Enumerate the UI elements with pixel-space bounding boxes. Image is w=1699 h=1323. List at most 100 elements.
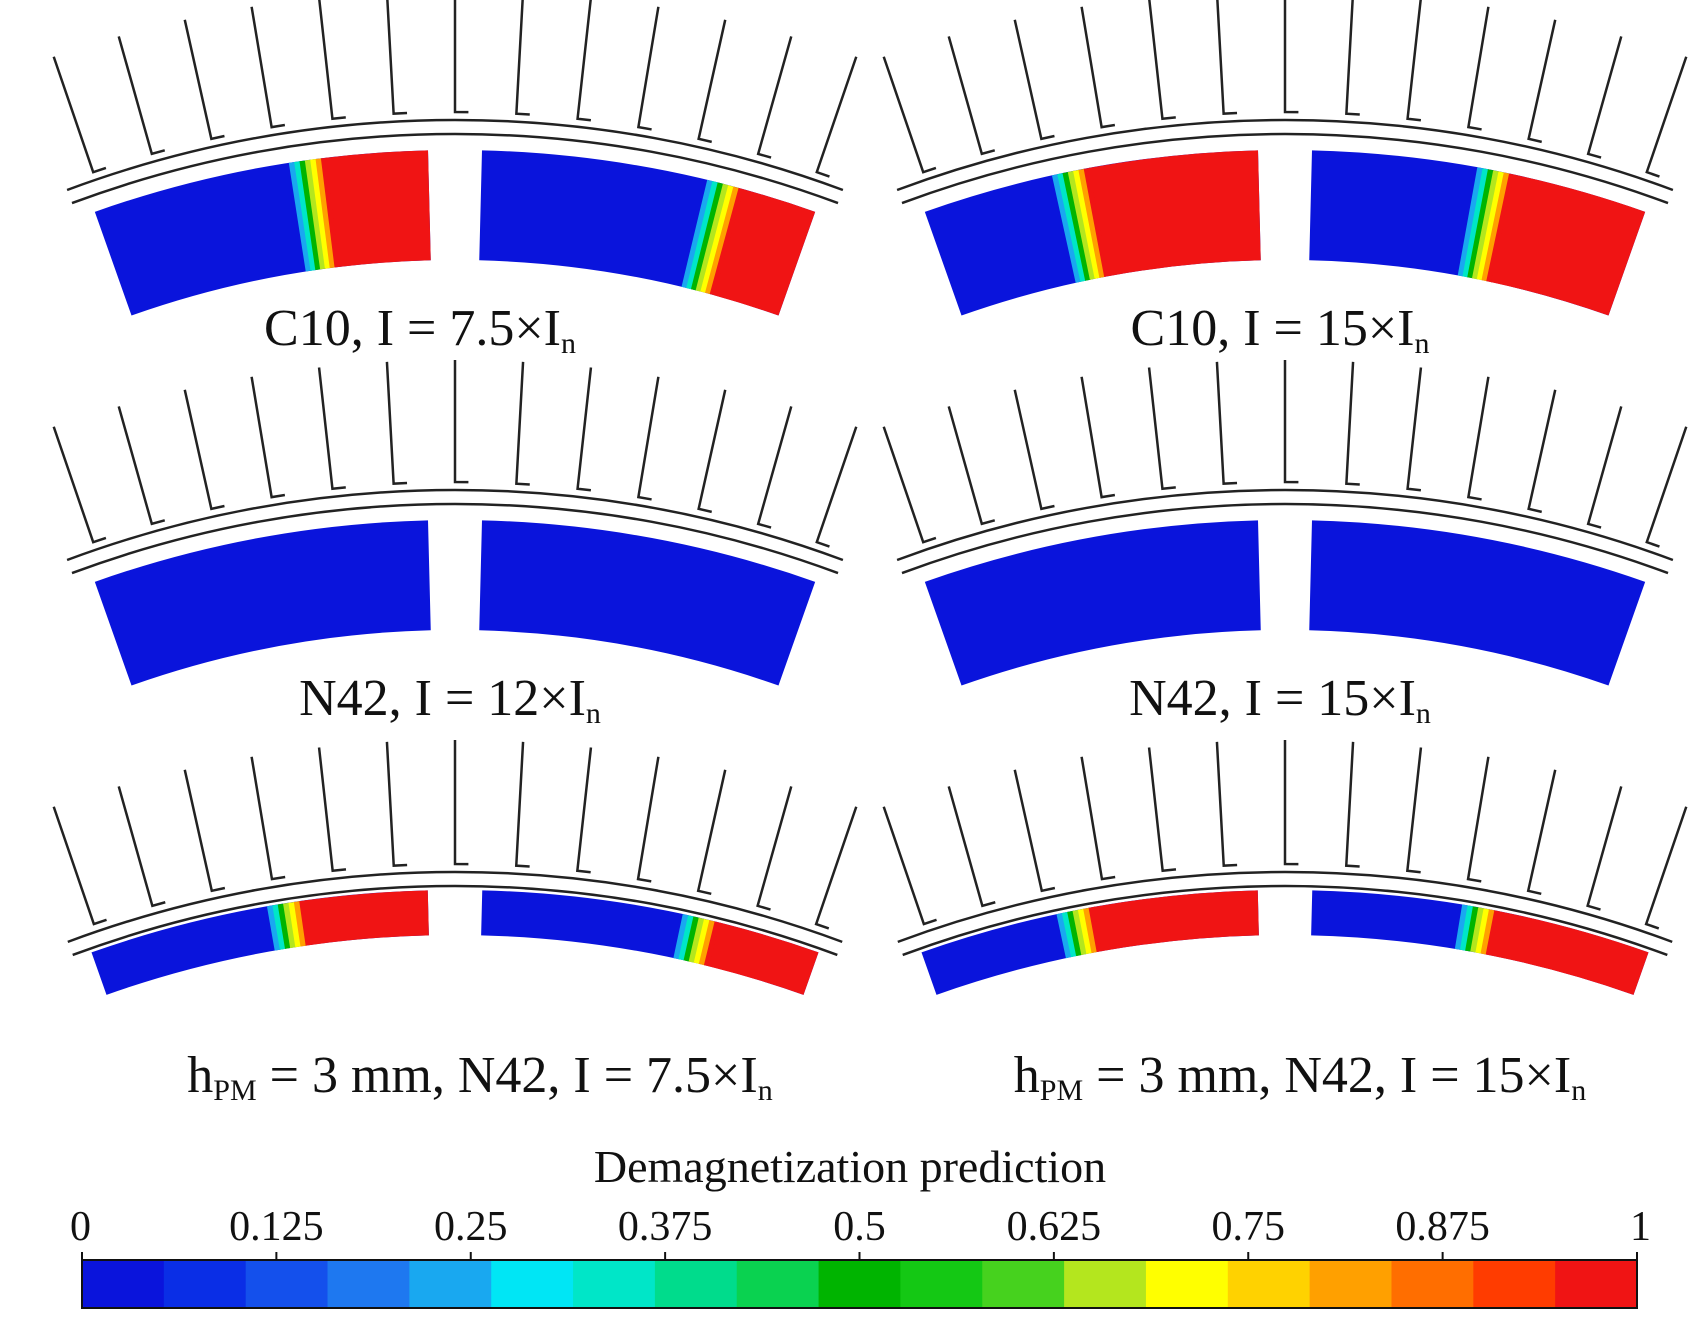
left-magnet-transition-band: [1051, 174, 1082, 283]
stator-tooth: [1526, 769, 1557, 896]
colorbar-tick-label: 0.75: [1212, 1204, 1286, 1250]
rotor-surface: [901, 132, 1669, 205]
right-magnet-transition-band: [1470, 907, 1485, 953]
left-magnet-transition-band: [1083, 167, 1110, 278]
stator-tooth: [1345, 361, 1360, 486]
stator-tooth: [814, 806, 858, 930]
right-magnet-transition-band: [681, 179, 714, 289]
stator-tooth: [576, 0, 592, 122]
right-magnet-demagnetized-region: [1490, 174, 1646, 316]
stator-tooth: [514, 741, 530, 868]
stator-tooth: [696, 769, 727, 896]
colorbar-ticks: 0 0.125 0.25 0.375 0.5 0.625 0.75 0.875 1: [70, 1204, 1651, 1260]
stator-tooth: [318, 0, 346, 121]
stator-bore: [66, 488, 844, 562]
stator-tooth: [1080, 756, 1116, 881]
stator-tooth: [250, 756, 286, 881]
panels-layer: [52, 0, 1688, 995]
stator-tooth: [576, 367, 593, 492]
stator-tooth: [52, 56, 107, 174]
colorbar-frame: [81, 1259, 1638, 1309]
left-magnet-transition-band: [294, 161, 317, 271]
right-magnet-transition-band: [1472, 170, 1500, 280]
left-magnet-transition-band: [293, 901, 307, 947]
stator-tooth: [52, 806, 107, 926]
left-magnet-transition-band: [299, 900, 312, 946]
stator-tooth: [1345, 0, 1360, 116]
right-magnet-transition-band: [1476, 171, 1505, 281]
stator-tooth: [453, 740, 469, 866]
left-magnet-transition-band: [1072, 909, 1088, 956]
stator-tooth: [947, 406, 996, 526]
left-magnet-transition-band: [1056, 912, 1073, 959]
left-magnet-transition-band: [1061, 911, 1078, 958]
right-magnet-transition-band: [703, 921, 721, 967]
right-magnet: [479, 150, 816, 316]
stator-teeth: [52, 0, 858, 178]
right-magnet-transition-band: [709, 187, 745, 296]
stator-tooth: [1466, 6, 1490, 131]
caption-hpm3-7-5: hPM = 3 mm, N42, I = 7.5×In: [187, 1047, 772, 1107]
stator-tooth: [756, 36, 793, 159]
rotor-surface: [902, 884, 1668, 957]
stator-tooth: [1586, 36, 1623, 159]
stator-tooth: [1466, 376, 1490, 501]
right-magnet-transition-band: [673, 914, 690, 960]
stator-teeth: [52, 360, 858, 548]
stator-tooth: [183, 769, 226, 893]
left-magnet-demagnetized-region: [304, 890, 429, 945]
colorbar-cell: [1309, 1260, 1393, 1308]
colorbar-cell: [900, 1260, 983, 1308]
colorbar-cell: [82, 1260, 165, 1308]
colorbar-tick-label: 0.875: [1395, 1204, 1490, 1250]
stator-tooth: [385, 361, 408, 485]
stator-tooth: [697, 19, 727, 144]
right-magnet-transition-band: [698, 920, 716, 966]
left-magnet-healthy-region: [924, 520, 1261, 686]
stator-tooth: [882, 56, 937, 174]
colorbar-tick-label: 1: [1630, 1204, 1651, 1250]
right-magnet-transition-band: [695, 183, 730, 292]
stator-tooth: [1466, 756, 1490, 883]
stator-tooth: [183, 389, 225, 511]
left-magnet: [924, 150, 1261, 316]
right-magnet-transition-band: [1465, 906, 1480, 952]
left-magnet-transition-band: [272, 904, 287, 950]
panel-c10-15: [882, 0, 1688, 316]
right-magnet: [1309, 150, 1646, 316]
left-magnet-transition-band: [1083, 907, 1098, 954]
stator-bore: [67, 870, 843, 944]
caption-n42-12: N42, I = 12×In: [299, 670, 601, 730]
left-magnet: [921, 890, 1259, 995]
colorbar-tick-label: 0.5: [833, 1204, 886, 1250]
stator-tooth: [386, 0, 408, 115]
stator-tooth: [1527, 19, 1557, 144]
left-magnet-transition-band: [1078, 168, 1106, 278]
stator-tooth: [1283, 740, 1299, 866]
stator-tooth: [636, 6, 660, 131]
stator-tooth: [1645, 426, 1688, 548]
colorbar-cell: [327, 1260, 410, 1308]
stator-tooth: [1283, 360, 1299, 484]
left-magnet-transition-band: [1067, 910, 1083, 957]
right-magnet-transition-band: [678, 915, 695, 961]
stator-tooth: [117, 786, 166, 908]
left-magnet-transition-band: [1062, 171, 1091, 281]
colorbar-cell: [1473, 1260, 1556, 1308]
stator-tooth: [515, 0, 530, 116]
stator-teeth: [882, 360, 1688, 548]
rotor-surface: [72, 884, 838, 957]
stator-tooth: [385, 741, 408, 867]
panel-n42-15: [882, 360, 1688, 686]
colorbar-cell: [409, 1260, 492, 1308]
stator-tooth: [1527, 389, 1557, 514]
right-magnet-transition-band: [688, 917, 706, 963]
stator-tooth: [1586, 406, 1623, 529]
colorbar-tick-label: 0.125: [229, 1204, 324, 1250]
left-magnet-transition-band: [310, 158, 331, 269]
right-magnet: [481, 890, 819, 995]
stator-tooth: [1644, 806, 1688, 930]
colorbar-cell: [654, 1260, 738, 1308]
stator-tooth: [1406, 367, 1423, 492]
stator-tooth: [250, 6, 286, 129]
